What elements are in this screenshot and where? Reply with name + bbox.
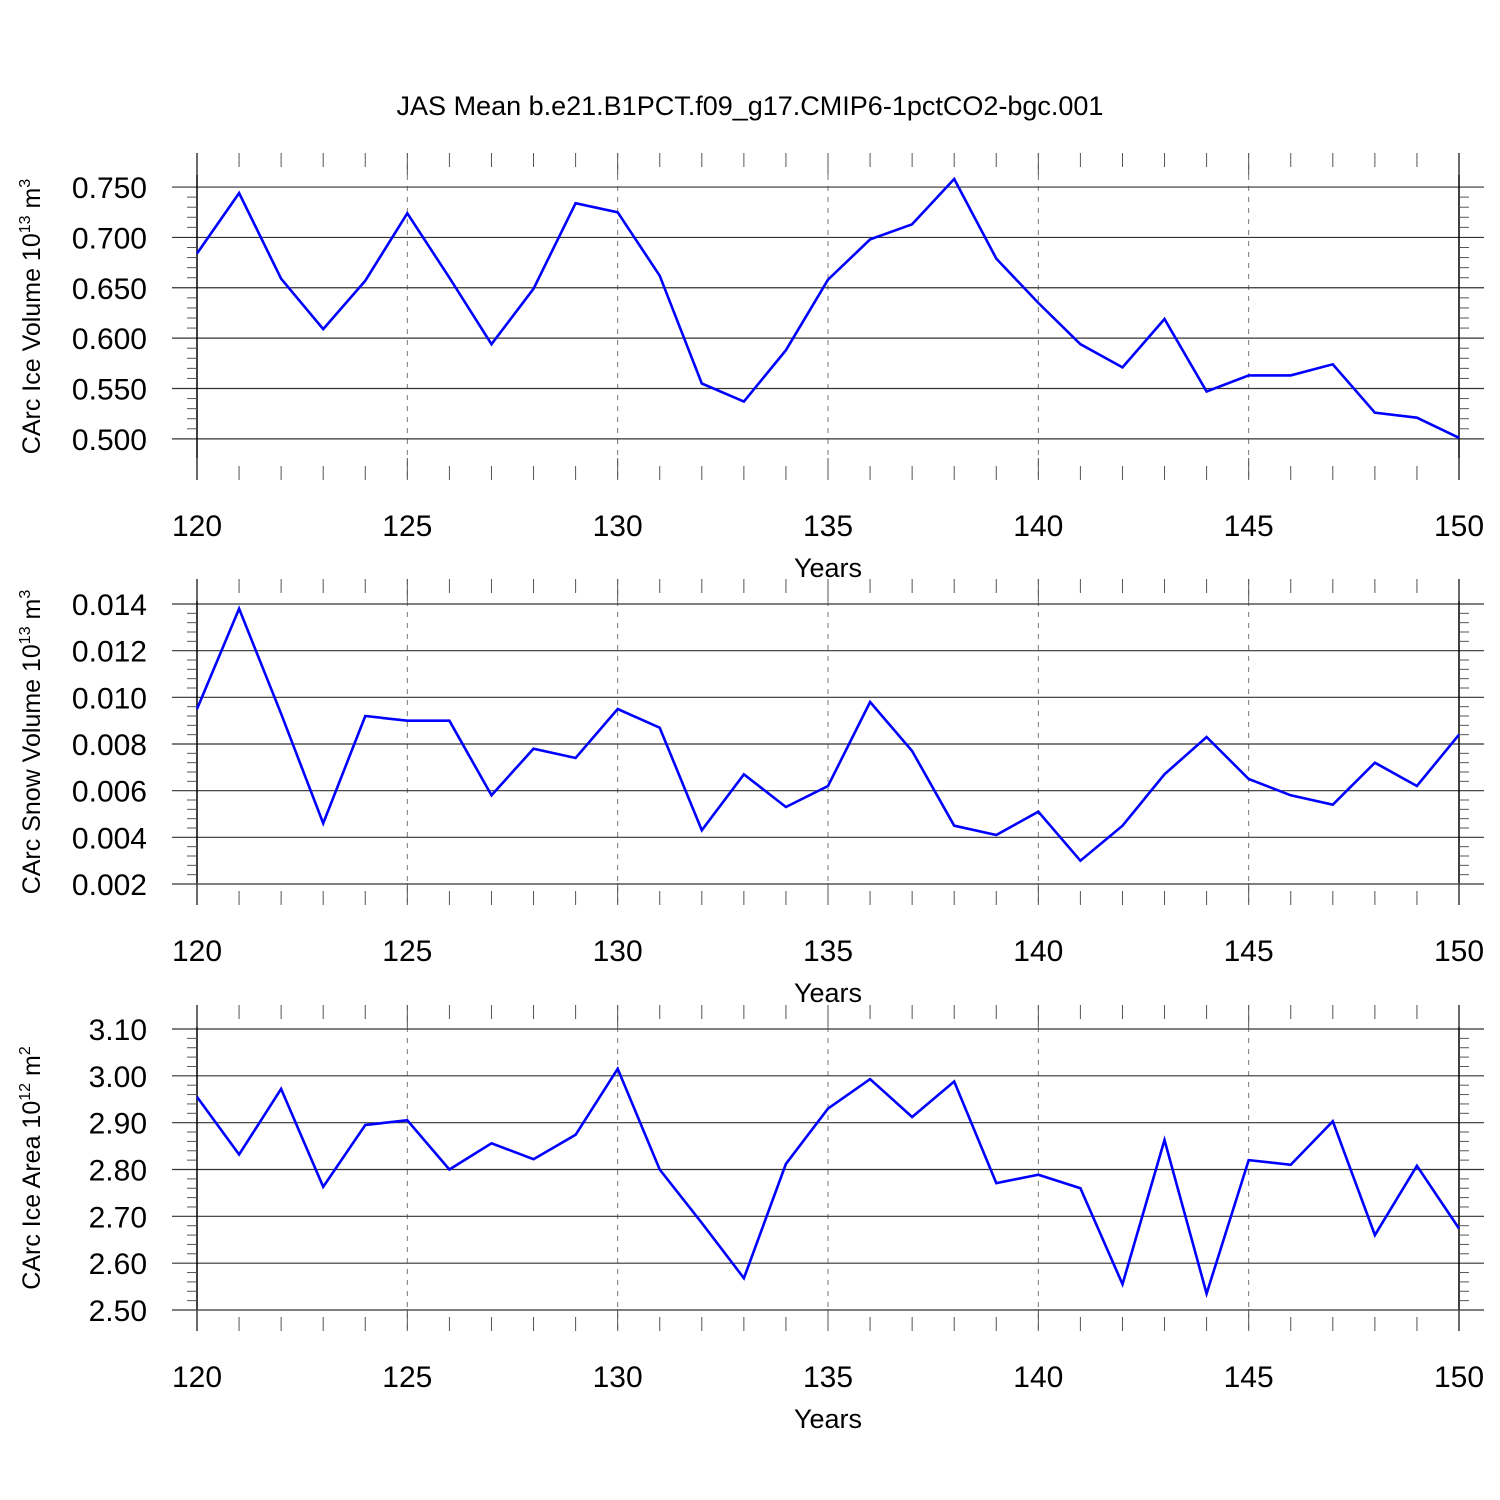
y-tick-label: 2.70 — [89, 1201, 147, 1234]
y-tick-label: 0.500 — [72, 424, 147, 457]
x-axis-title: Years — [794, 553, 862, 583]
x-tick-label: 135 — [803, 510, 853, 543]
panels: 0.500 0.550 0.600 0.650 0.700 0.750 120 125 130 1… — [17, 153, 1484, 1434]
x-tick-label: 145 — [1224, 510, 1274, 543]
series-line — [195, 1066, 1461, 1299]
chart-title: JAS Mean b.e21.B1PCT.f09_g17.CMIP6-1pctC… — [397, 91, 1104, 121]
x-tick-label: 140 — [1013, 1361, 1063, 1394]
x-tick-label: 125 — [382, 510, 432, 543]
x-tick-label: 120 — [172, 1361, 222, 1394]
x-tick-label: 125 — [382, 1361, 432, 1394]
x-tick-label: 145 — [1224, 1361, 1274, 1394]
panel-1: 0.500 0.550 0.600 0.650 0.700 0.750 120 125 130 1… — [17, 153, 1484, 583]
panel-3: 2.50 2.60 2.70 2.80 2.90 3.00 3.10 120 125 130 135… — [17, 1005, 1484, 1434]
x-tick-label: 130 — [593, 935, 643, 968]
x-axis-title: Years — [794, 978, 862, 1008]
x-axis-title: Years — [794, 1404, 862, 1434]
x-tick-label: 125 — [382, 935, 432, 968]
x-tick-label: 145 — [1224, 935, 1274, 968]
x-tick-label: 140 — [1013, 510, 1063, 543]
y-tick-label: 0.650 — [72, 273, 147, 306]
y-tick-label: 2.80 — [89, 1155, 147, 1188]
y-tick-label: 3.00 — [89, 1061, 147, 1094]
y-axis-title: CArc Ice Area 1012 m2 — [17, 1046, 46, 1290]
y-tick-label: 0.010 — [72, 682, 147, 715]
x-tick-label: 120 — [172, 510, 222, 543]
y-tick-label: 0.012 — [72, 636, 147, 669]
x-tick-label: 140 — [1013, 935, 1063, 968]
x-tick-label: 150 — [1434, 510, 1484, 543]
y-tick-label: 0.014 — [72, 589, 147, 622]
y-tick-label: 0.550 — [72, 374, 147, 407]
x-tick-label: 150 — [1434, 935, 1484, 968]
x-tick-label: 135 — [803, 935, 853, 968]
y-tick-label: 2.50 — [89, 1295, 147, 1328]
y-tick-label: 0.600 — [72, 323, 147, 356]
y-tick-label: 0.002 — [72, 869, 147, 902]
series-line — [195, 176, 1460, 439]
y-axis-title: CArc Ice Volume 1013 m3 — [17, 179, 46, 455]
y-tick-label: 3.10 — [89, 1014, 147, 1047]
x-tick-label: 150 — [1434, 1361, 1484, 1394]
x-tick-label: 120 — [172, 935, 222, 968]
y-tick-label: 0.004 — [72, 822, 147, 855]
y-tick-label: 2.90 — [89, 1108, 147, 1141]
x-tick-label: 135 — [803, 1361, 853, 1394]
y-tick-label: 2.60 — [89, 1248, 147, 1281]
y-tick-label: 0.750 — [72, 172, 147, 205]
y-tick-label: 0.008 — [72, 729, 147, 762]
y-tick-label: 0.006 — [72, 776, 147, 809]
y-axis-title: CArc Snow Volume 1013 m3 — [17, 590, 46, 895]
x-tick-label: 130 — [593, 1361, 643, 1394]
y-tick-label: 0.700 — [72, 222, 147, 255]
panel-2: 0.002 0.004 0.006 0.008 0.010 0.012 0.014 120 12… — [17, 579, 1484, 1008]
x-tick-label: 130 — [593, 510, 643, 543]
